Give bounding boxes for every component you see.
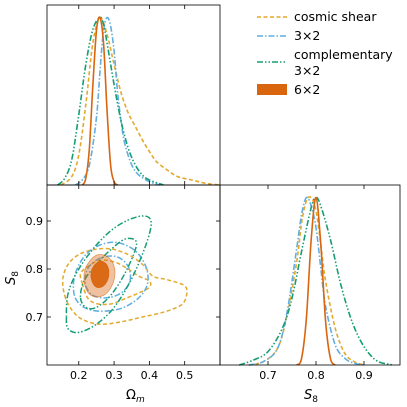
joint-x-tick-label: 0.3: [105, 369, 123, 382]
contour-6x2-68pct: [90, 260, 110, 288]
legend: cosmic shear 3×2 complementary 3×2 6×2: [257, 9, 393, 97]
legend-swatch-6x2: [257, 84, 287, 95]
panel-frame-s81d: [219, 184, 401, 366]
legend-label-complementary-line2: 3×2: [294, 63, 320, 78]
x-axis-label-s8: S8: [304, 388, 318, 405]
joint-y-tick-label: 0.9: [26, 215, 44, 228]
panel-frame-om1d: [46, 4, 221, 186]
joint-x-tick-label: 0.5: [176, 369, 194, 382]
joint-x-tick-label: 0.2: [70, 369, 88, 382]
joint-y-tick-label: 0.7: [26, 311, 44, 324]
contour-cosmic-shear-95pct: [61, 247, 188, 326]
joint-y-tick-label: 0.8: [26, 263, 44, 276]
posterior-omega-m-complementary-3x2: [57, 16, 164, 186]
s8-1d-x-tick-label: 0.9: [355, 369, 373, 382]
legend-label-cosmic-shear: cosmic shear: [294, 9, 377, 24]
legend-label-6x2: 6×2: [294, 82, 320, 97]
posterior-s8-3x2: [248, 196, 365, 366]
joint-x-tick-label: 0.4: [141, 369, 159, 382]
s8-1d-x-tick-label: 0.8: [307, 369, 325, 382]
legend-label-complementary: complementary: [294, 47, 393, 62]
posterior-omega-m-3x2: [74, 16, 161, 186]
y-axis-label-s8: S8: [4, 271, 21, 285]
legend-label-3x2: 3×2: [294, 28, 320, 43]
posterior-s8-cosmic-shear: [248, 196, 365, 366]
x-axis-label-omega-m: Ωm: [126, 388, 145, 405]
s8-1d-x-tick-label: 0.7: [259, 369, 277, 382]
posterior-s8-complementary-3x2: [238, 196, 393, 366]
contour-3x2-68pct: [84, 255, 132, 299]
posterior-omega-m-6x2: [81, 16, 119, 186]
posterior-omega-m-cosmic-shear: [60, 16, 221, 186]
posterior-s8-6x2: [296, 196, 336, 366]
